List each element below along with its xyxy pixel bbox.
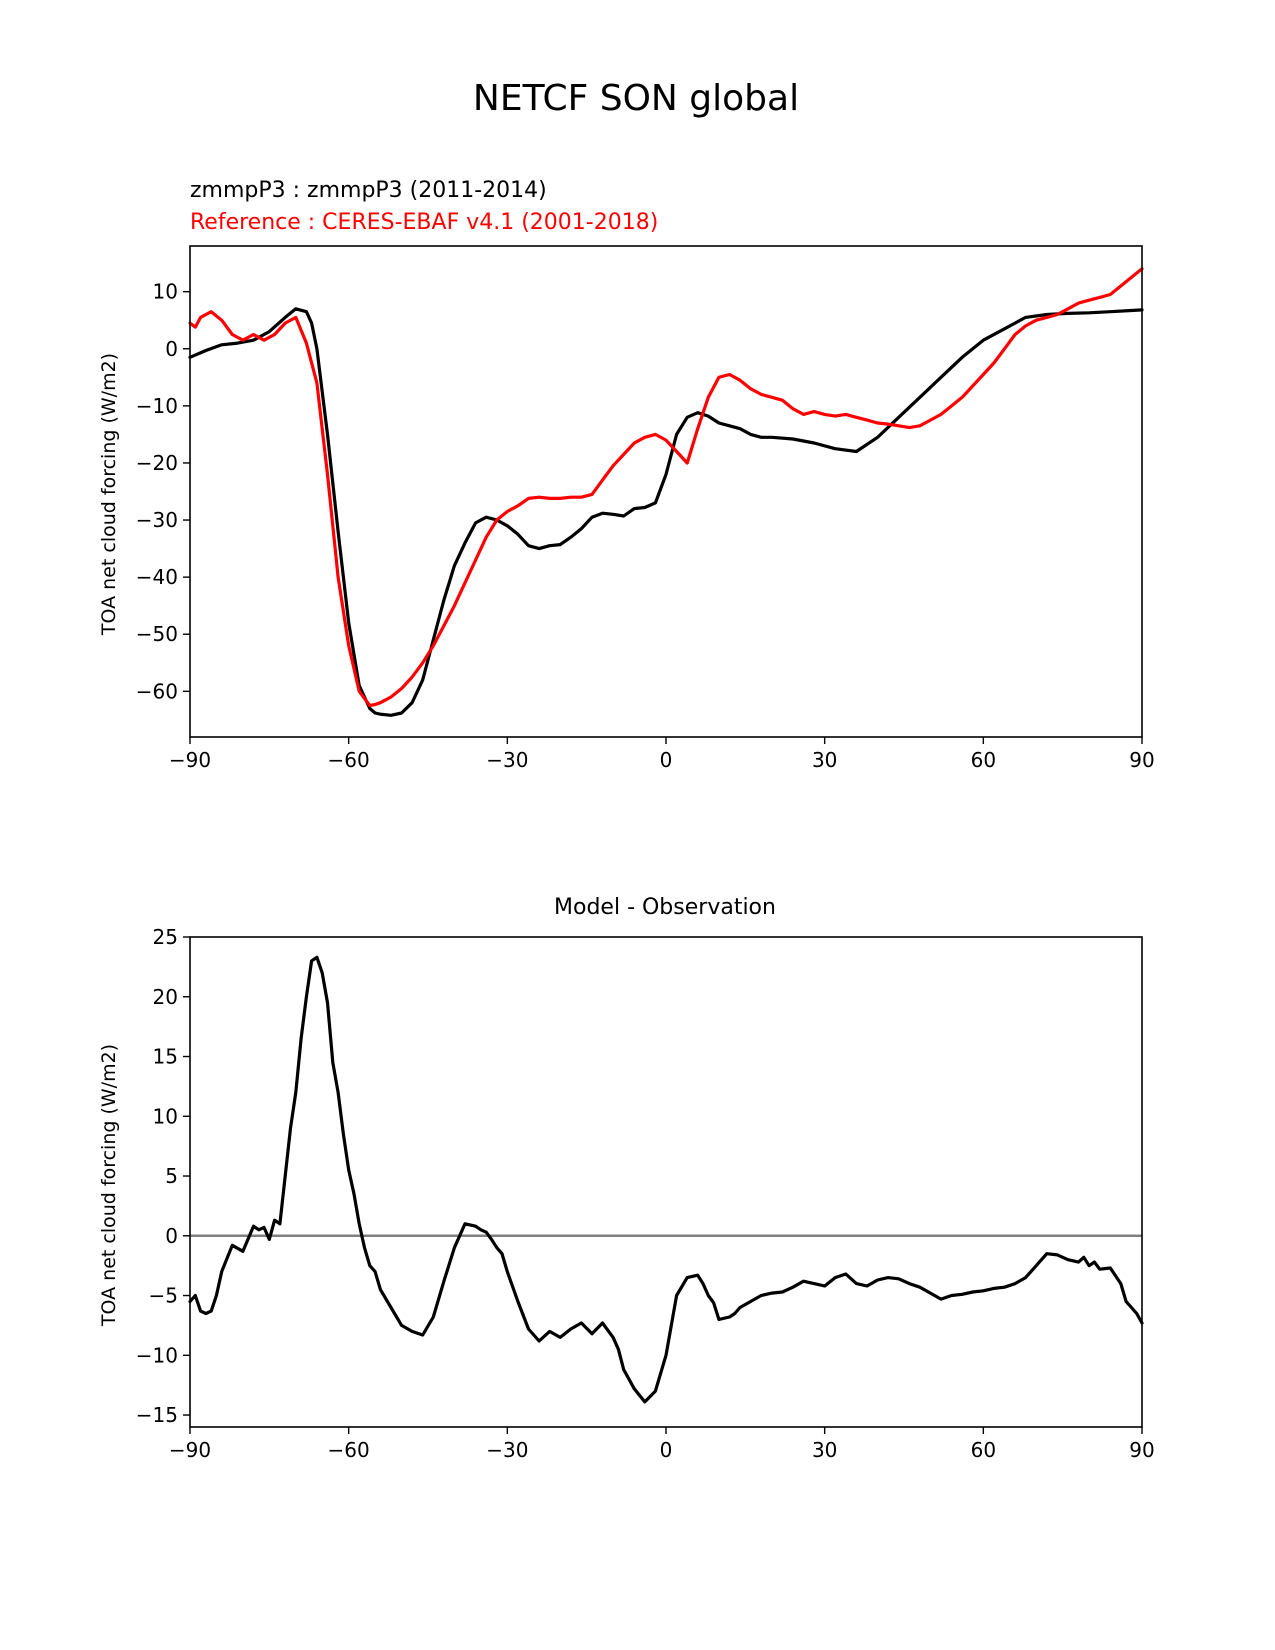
x-tick-label: −90 <box>169 1438 211 1462</box>
reference-label: Reference : CERES-EBAF v4.1 (2001-2018) <box>190 210 658 235</box>
y-tick-label: 25 <box>153 925 178 949</box>
bottom-chart-title: Model - Observation <box>554 895 776 920</box>
x-tick-label: 60 <box>971 1438 996 1462</box>
x-tick-label: 0 <box>660 748 673 772</box>
bottom-panel: Model - Observation TOA net cloud forcin… <box>98 895 1155 1462</box>
y-tick-label: −50 <box>136 622 178 646</box>
x-tick-label: 30 <box>812 748 837 772</box>
x-tick-label: 60 <box>971 748 996 772</box>
series-line-0 <box>188 307 1144 717</box>
x-tick-label: 30 <box>812 1438 837 1462</box>
x-tick-label: −30 <box>486 748 528 772</box>
y-tick-label: −60 <box>136 679 178 703</box>
y-tick-label: 5 <box>165 1164 178 1188</box>
top-panel: zmmpP3 : zmmpP3 (2011-2014) Reference : … <box>98 178 1155 772</box>
y-tick-label: −5 <box>149 1284 178 1308</box>
y-tick-label: −30 <box>136 508 178 532</box>
x-tick-label: −60 <box>328 1438 370 1462</box>
series-line-1 <box>188 267 1144 708</box>
y-tick-label: 20 <box>153 985 178 1009</box>
y-tick-label: −20 <box>136 451 178 475</box>
bottom-y-axis-label: TOA net cloud forcing (W/m2) <box>98 1044 120 1327</box>
x-tick-label: −30 <box>486 1438 528 1462</box>
y-tick-label: 15 <box>153 1045 178 1069</box>
y-tick-label: −10 <box>136 394 178 418</box>
y-tick-label: 10 <box>153 280 178 304</box>
figure-title: NETCF SON global <box>473 78 799 119</box>
x-tick-label: −60 <box>328 748 370 772</box>
y-tick-label: −10 <box>136 1343 178 1367</box>
y-tick-label: −15 <box>136 1403 178 1427</box>
x-tick-label: 90 <box>1129 1438 1154 1462</box>
y-tick-label: 10 <box>153 1104 178 1128</box>
y-tick-label: −40 <box>136 565 178 589</box>
x-tick-label: 90 <box>1129 748 1154 772</box>
y-tick-label: 0 <box>165 337 178 361</box>
x-tick-label: −90 <box>169 748 211 772</box>
series-line-0 <box>188 955 1144 1404</box>
y-tick-label: 0 <box>165 1224 178 1248</box>
top-y-axis-label: TOA net cloud forcing (W/m2) <box>98 353 120 636</box>
x-tick-label: 0 <box>660 1438 673 1462</box>
test-label: zmmpP3 : zmmpP3 (2011-2014) <box>190 178 547 203</box>
